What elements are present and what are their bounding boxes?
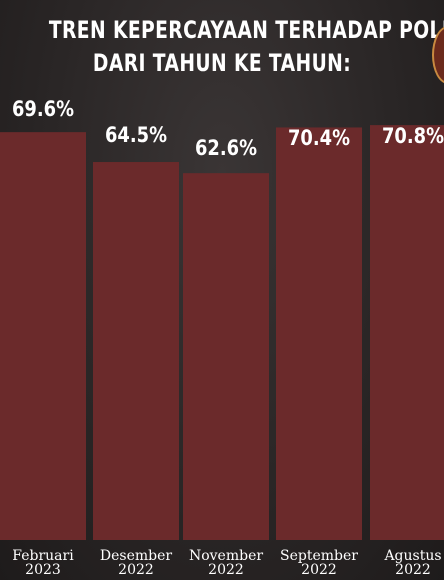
value-label-1: 69.6%: [12, 97, 74, 121]
value-label-3: 62.6%: [195, 136, 257, 160]
bar-5: [370, 125, 444, 540]
category-label-2-name: Desember: [100, 548, 173, 564]
category-label-5-name: Agustus: [383, 548, 441, 564]
value-label-2: 64.5%: [105, 123, 167, 147]
category-label-1-name: Februari: [12, 548, 74, 564]
category-label-4-name: September: [280, 548, 358, 564]
category-label-2-year: 2022: [118, 562, 154, 578]
bar-3: [183, 173, 269, 540]
bar-2: [93, 162, 179, 540]
value-label-4: 70.4%: [288, 126, 350, 150]
category-label-1-year: 2023: [25, 562, 61, 578]
chart-title-line-1: TREN KEPERCAYAAN TERHADAP POLRI: [48, 16, 444, 44]
chart-title-line-2: DARI TAHUN KE TAHUN:: [92, 49, 352, 77]
category-label-5-year: 2022: [395, 562, 431, 578]
bar-4: [276, 127, 362, 541]
bar-1: [0, 132, 86, 541]
category-label-4-year: 2022: [301, 562, 337, 578]
category-label-3-year: 2022: [208, 562, 244, 578]
category-label-3-name: November: [189, 548, 263, 564]
value-label-5: 70.8%: [382, 124, 444, 148]
chart-title: TREN KEPERCAYAAN TERHADAP POLRI DARI TAH…: [48, 14, 444, 80]
